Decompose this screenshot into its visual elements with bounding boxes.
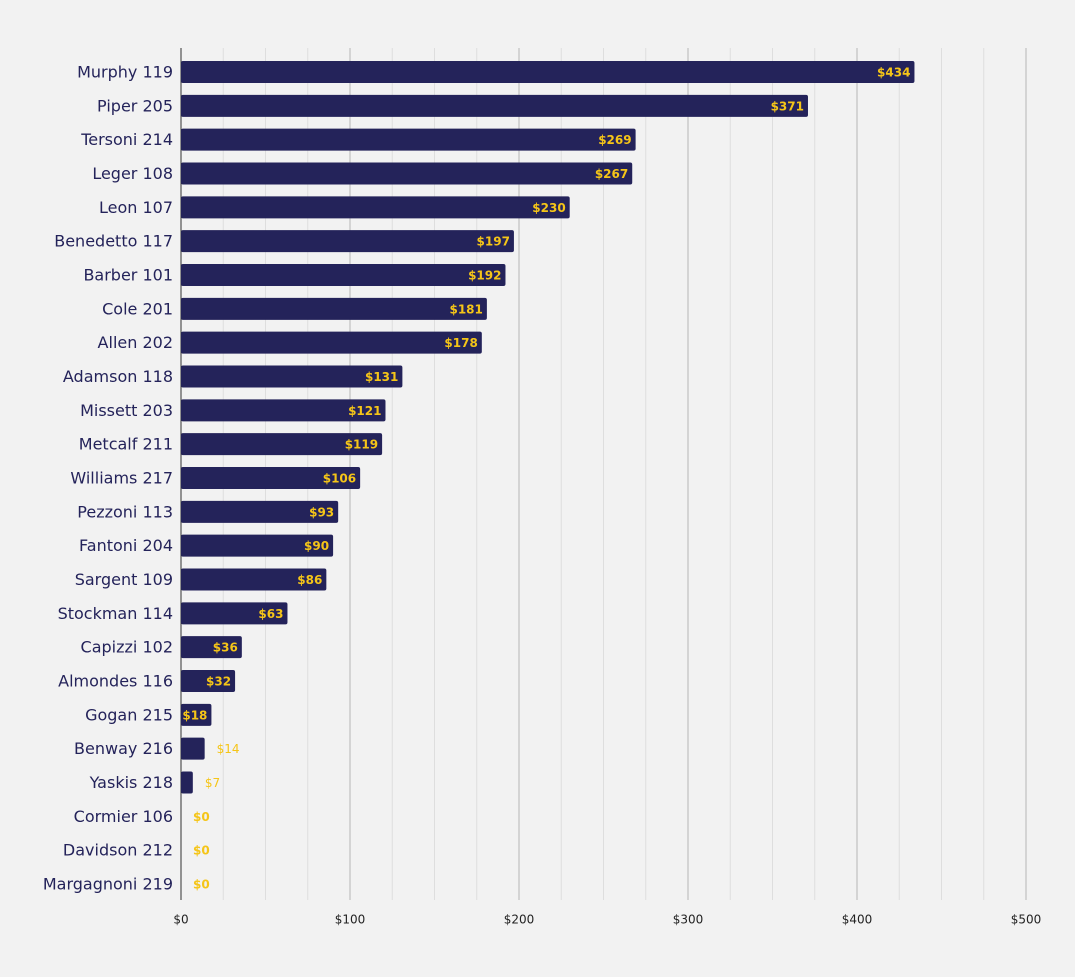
bar: [181, 399, 386, 422]
x-tick-label: $500: [1011, 913, 1042, 927]
value-label: $181: [449, 302, 482, 316]
value-label: $18: [182, 708, 207, 722]
bar: [181, 771, 193, 794]
y-tick-label: Pezzoni 113: [77, 502, 173, 521]
y-tick-label: Williams 217: [70, 469, 173, 488]
bar: [181, 568, 327, 591]
value-label: $119: [345, 438, 378, 452]
value-label: $106: [323, 472, 356, 486]
value-label: $230: [532, 201, 565, 215]
x-tick-label: $300: [673, 913, 704, 927]
y-tick-label: Davidson 212: [63, 841, 173, 860]
y-tick-label: Capizzi 102: [81, 638, 173, 657]
value-label: $0: [193, 810, 210, 824]
y-tick-label: Gogan 215: [85, 705, 173, 724]
value-label: $63: [258, 607, 283, 621]
value-label: $7: [205, 776, 220, 790]
y-tick-label: Benedetto 117: [54, 232, 173, 251]
value-label: $90: [304, 539, 329, 553]
bar: [181, 297, 487, 320]
bar: [181, 737, 205, 760]
bar: [181, 433, 383, 456]
y-tick-label: Murphy 119: [77, 63, 173, 82]
bar: [181, 602, 288, 625]
bar: [181, 534, 334, 557]
value-label: $434: [877, 66, 910, 80]
bar: [181, 500, 339, 523]
y-tick-label: Stockman 114: [58, 604, 173, 623]
y-tick-label: Yaskis 218: [89, 773, 173, 792]
value-label: $197: [477, 235, 510, 249]
y-tick-label: Cormier 106: [74, 807, 173, 826]
value-label: $267: [595, 167, 628, 181]
y-tick-label: Benway 216: [74, 739, 173, 758]
value-label: $269: [598, 133, 631, 147]
x-tick-label: $200: [504, 913, 535, 927]
bar: [181, 94, 808, 117]
value-label: $86: [297, 573, 322, 587]
value-label: $14: [217, 742, 240, 756]
y-tick-label: Metcalf 211: [79, 435, 173, 454]
value-label: $178: [444, 336, 477, 350]
x-tick-label: $100: [335, 913, 366, 927]
y-tick-label: Margagnoni 219: [43, 875, 173, 894]
value-label: $371: [771, 99, 804, 113]
x-tick-label: $0: [173, 913, 188, 927]
y-tick-label: Cole 201: [102, 299, 173, 318]
value-label: $36: [213, 641, 238, 655]
bar: [181, 331, 482, 354]
value-label: $93: [309, 505, 334, 519]
value-label: $131: [365, 370, 398, 384]
bar: [181, 670, 236, 692]
y-tick-label: Tersoni 214: [80, 130, 173, 149]
bar: [181, 365, 403, 388]
bar: [181, 230, 514, 253]
y-tick-label: Leger 108: [92, 164, 173, 183]
y-tick-label: Fantoni 204: [79, 536, 173, 555]
bar: [181, 61, 915, 83]
value-label: $121: [348, 404, 381, 418]
bar: [181, 128, 636, 151]
bar: [181, 162, 633, 185]
y-tick-label: Sargent 109: [75, 570, 173, 589]
y-tick-label: Almondes 116: [58, 672, 173, 691]
bar: [181, 196, 570, 219]
bar: [181, 636, 242, 659]
bar: [181, 703, 212, 726]
y-tick-label: Barber 101: [83, 266, 173, 285]
y-tick-label: Adamson 118: [63, 367, 173, 386]
bar: [181, 467, 361, 489]
y-tick-label: Missett 203: [80, 401, 173, 420]
bar: [181, 264, 506, 286]
x-tick-label: $400: [842, 913, 873, 927]
y-tick-label: Allen 202: [98, 333, 173, 352]
value-label: $192: [468, 269, 501, 283]
y-tick-label: Piper 205: [97, 96, 173, 115]
y-tick-label: Leon 107: [99, 198, 173, 217]
value-label: $0: [193, 878, 210, 892]
value-label: $0: [193, 844, 210, 858]
value-label: $32: [206, 675, 231, 689]
